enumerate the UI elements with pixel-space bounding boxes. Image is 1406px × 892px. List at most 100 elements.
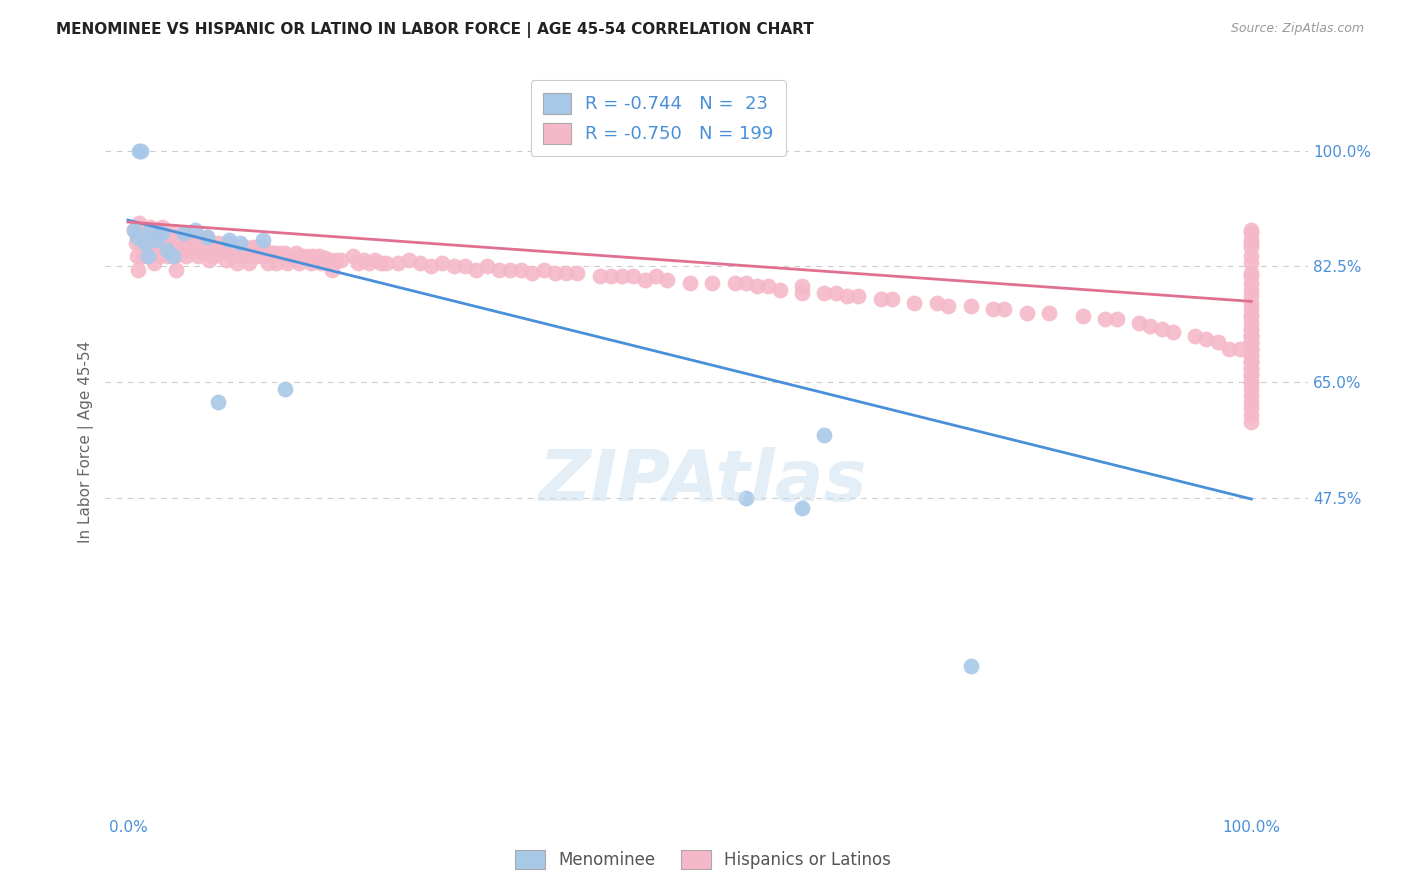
Point — [176, 250, 198, 264]
Point — [1240, 266, 1263, 280]
Point — [131, 239, 153, 253]
Point — [1184, 328, 1206, 343]
Point — [145, 233, 167, 247]
Point — [903, 295, 925, 310]
Point — [1240, 227, 1263, 241]
Point — [612, 269, 634, 284]
Point — [1240, 316, 1263, 330]
Point — [600, 269, 623, 284]
Point — [1139, 318, 1161, 333]
Point — [122, 223, 145, 237]
Point — [1128, 316, 1150, 330]
Point — [167, 233, 190, 247]
Point — [240, 239, 263, 253]
Legend: Menominee, Hispanics or Latinos: Menominee, Hispanics or Latinos — [505, 840, 901, 880]
Point — [145, 227, 167, 241]
Point — [1240, 342, 1263, 356]
Point — [195, 229, 218, 244]
Point — [510, 262, 533, 277]
Point — [1240, 283, 1263, 297]
Point — [1240, 401, 1263, 416]
Point — [1150, 322, 1173, 336]
Point — [184, 227, 207, 241]
Point — [321, 262, 343, 277]
Point — [184, 239, 207, 253]
Point — [274, 382, 297, 396]
Point — [533, 262, 555, 277]
Point — [1240, 233, 1263, 247]
Point — [409, 256, 432, 270]
Point — [136, 250, 159, 264]
Point — [634, 272, 657, 286]
Point — [162, 227, 184, 241]
Point — [238, 256, 260, 270]
Point — [139, 223, 162, 237]
Point — [280, 250, 302, 264]
Point — [218, 233, 240, 247]
Point — [207, 236, 229, 251]
Point — [1240, 256, 1263, 270]
Point — [959, 659, 981, 673]
Point — [153, 236, 176, 251]
Point — [209, 246, 232, 260]
Point — [190, 236, 212, 251]
Point — [159, 229, 181, 244]
Point — [229, 236, 252, 251]
Point — [1240, 309, 1263, 323]
Point — [165, 250, 187, 264]
Point — [122, 223, 145, 237]
Point — [276, 256, 298, 270]
Point — [432, 256, 454, 270]
Point — [1240, 309, 1263, 323]
Point — [162, 250, 184, 264]
Point — [139, 233, 162, 247]
Point — [285, 246, 308, 260]
Point — [134, 239, 156, 253]
Point — [246, 239, 269, 253]
Point — [146, 239, 169, 253]
Point — [1240, 328, 1263, 343]
Point — [1240, 355, 1263, 369]
Point — [173, 227, 195, 241]
Point — [243, 250, 266, 264]
Point — [623, 269, 645, 284]
Text: Source: ZipAtlas.com: Source: ZipAtlas.com — [1230, 22, 1364, 36]
Point — [1240, 382, 1263, 396]
Point — [252, 250, 274, 264]
Point — [150, 233, 173, 247]
Point — [134, 227, 156, 241]
Point — [824, 285, 846, 300]
Point — [269, 246, 291, 260]
Point — [981, 302, 1004, 317]
Point — [125, 229, 148, 244]
Point — [302, 250, 325, 264]
Point — [179, 229, 201, 244]
Point — [465, 262, 488, 277]
Point — [1240, 302, 1263, 317]
Point — [1094, 312, 1116, 326]
Point — [387, 256, 409, 270]
Point — [1240, 295, 1263, 310]
Point — [260, 246, 283, 260]
Point — [1240, 322, 1263, 336]
Point — [1240, 388, 1263, 402]
Point — [1240, 239, 1263, 253]
Point — [214, 252, 236, 267]
Point — [1240, 335, 1263, 350]
Point — [1071, 309, 1094, 323]
Point — [1240, 355, 1263, 369]
Point — [936, 299, 959, 313]
Point — [1206, 335, 1229, 350]
Point — [1240, 276, 1263, 290]
Point — [1240, 415, 1263, 429]
Point — [235, 250, 257, 264]
Point — [1218, 342, 1240, 356]
Point — [139, 219, 162, 234]
Point — [768, 283, 790, 297]
Point — [499, 262, 522, 277]
Point — [1195, 332, 1218, 346]
Point — [477, 260, 499, 274]
Point — [1240, 289, 1263, 303]
Point — [398, 252, 420, 267]
Point — [1161, 326, 1184, 340]
